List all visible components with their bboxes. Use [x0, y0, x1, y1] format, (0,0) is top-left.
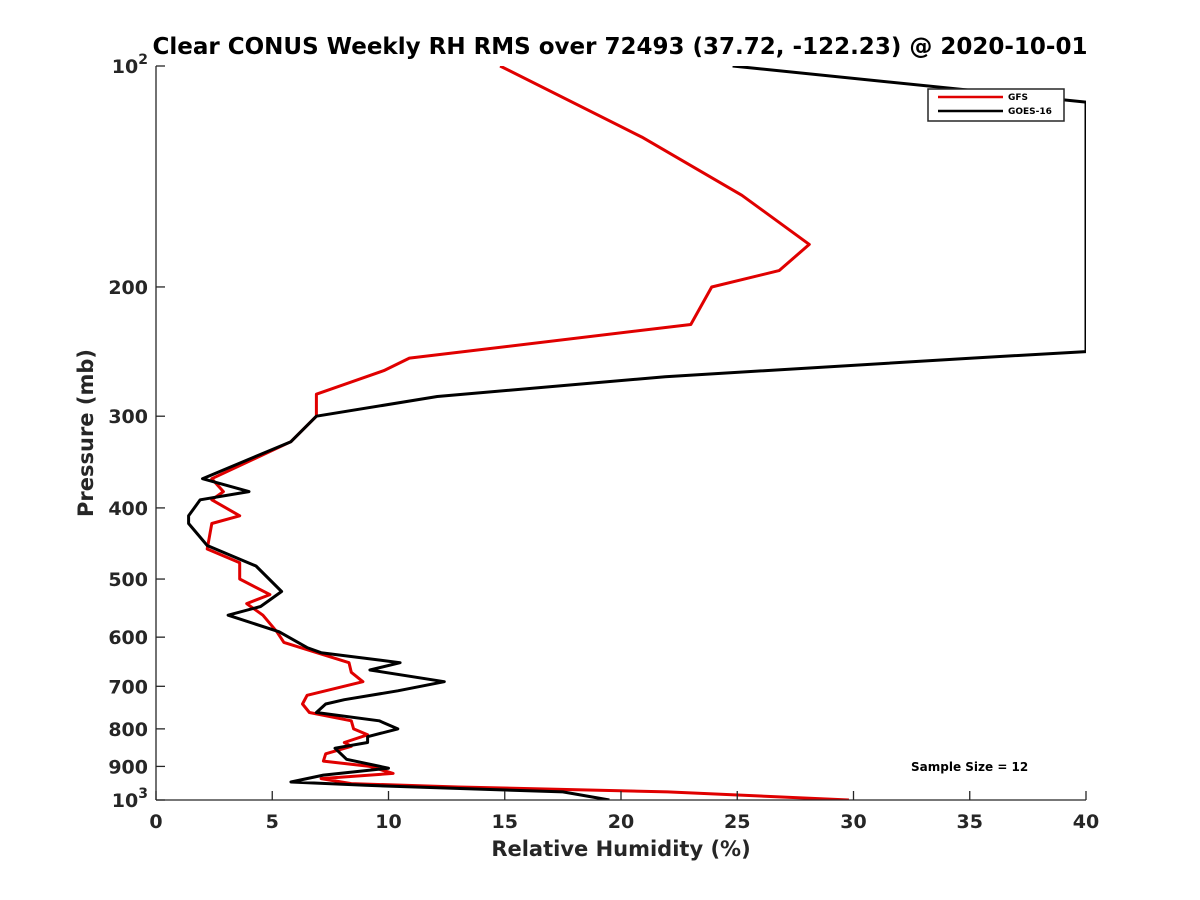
- y-tick-label: 900: [108, 756, 148, 778]
- x-tick-label: 5: [266, 811, 279, 833]
- sample-size-annotation: Sample Size = 12: [911, 760, 1028, 774]
- series-layer: [187, 66, 1086, 800]
- x-tick-label: 35: [957, 811, 983, 833]
- legend-box: [927, 88, 1065, 122]
- y-tick-label: 400: [108, 498, 148, 520]
- x-axis-label: Relative Humidity (%): [491, 837, 750, 861]
- series-line-goes16: [187, 66, 1086, 800]
- y-tick-label: 500: [108, 569, 148, 591]
- x-tick-label: 0: [149, 811, 162, 833]
- y-tick-label: 103: [112, 786, 148, 812]
- legend-label-gfs: GFS: [1008, 93, 1028, 103]
- series-line-gfs: [205, 66, 849, 800]
- x-ticks: 0 5 10 15 20 25 30 35 40: [149, 791, 1099, 833]
- y-ticks: 102 200 300 400 500 600 700 800 900 103: [108, 52, 165, 812]
- y-tick-label: 700: [108, 676, 148, 698]
- y-tick-label: 600: [108, 627, 148, 649]
- y-tick-label: 800: [108, 719, 148, 741]
- plot-background: [156, 66, 1086, 800]
- y-tick-label: 200: [108, 277, 148, 299]
- x-tick-label: 10: [375, 811, 401, 833]
- plot-area: [156, 66, 1086, 800]
- y-tick-label: 102: [112, 52, 148, 78]
- x-tick-label: 20: [608, 811, 634, 833]
- x-tick-label: 40: [1073, 811, 1099, 833]
- legend: GFS GOES-16: [927, 88, 1065, 122]
- chart-title: Clear CONUS Weekly RH RMS over 72493 (37…: [153, 34, 1088, 60]
- legend-label-goes16: GOES-16: [1008, 107, 1052, 117]
- x-tick-label: 15: [492, 811, 518, 833]
- y-axis-label: Pressure (mb): [74, 349, 98, 517]
- x-tick-label: 30: [840, 811, 866, 833]
- y-tick-label: 300: [108, 406, 148, 428]
- x-tick-label: 25: [724, 811, 750, 833]
